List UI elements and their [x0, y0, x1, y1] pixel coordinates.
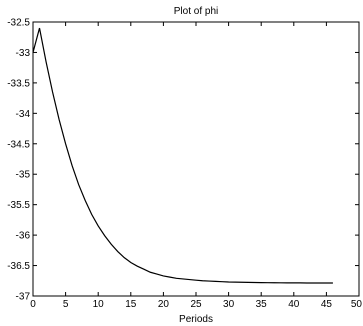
x-axis: 0 5 10 15 20 25 30 35 40 45 50 [30, 22, 362, 310]
y-tick-label: -36 [16, 231, 31, 242]
y-tick-label: -34 [16, 109, 31, 120]
x-tick-label: 20 [158, 299, 170, 310]
x-tick-label: 50 [351, 299, 363, 310]
x-tick-label: 45 [321, 299, 333, 310]
x-tick-label: 35 [256, 299, 268, 310]
x-tick-label: 25 [190, 299, 202, 310]
x-tick-label: 10 [93, 299, 105, 310]
plot-area [32, 21, 360, 297]
x-axis-label: Periods [179, 314, 213, 325]
y-tick-label: -35.5 [7, 200, 30, 211]
x-tick-label: 0 [30, 299, 36, 310]
chart-title: Plot of phi [174, 6, 218, 17]
y-tick-label: -37 [16, 292, 31, 303]
x-tick-label: 5 [63, 299, 69, 310]
y-axis: -32.5 -33 -33.5 -34 -34.5 -35 -35.5 -36 -36.5 -37 [7, 18, 359, 303]
y-tick-label: -32.5 [7, 18, 30, 29]
y-tick-label: -34.5 [7, 139, 30, 150]
y-tick-label: -33 [16, 48, 31, 59]
x-tick-label: 40 [288, 299, 300, 310]
x-tick-label: 30 [223, 299, 235, 310]
series-line [32, 27, 333, 284]
y-tick-label: -33.5 [7, 78, 30, 89]
x-tick-label: 15 [125, 299, 137, 310]
y-tick-label: -35 [16, 170, 31, 181]
y-tick-label: -36.5 [7, 261, 30, 272]
